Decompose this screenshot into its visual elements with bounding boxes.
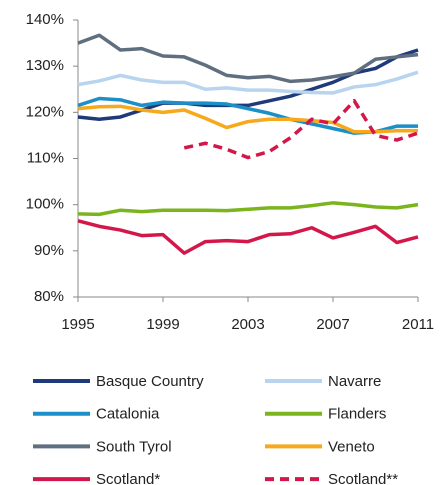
series-line: [77, 201, 419, 217]
legend-label: Scotland**: [328, 471, 398, 485]
legend-label: Catalonia: [96, 406, 160, 423]
x-tick-label: 1995: [61, 316, 94, 333]
legend-label: Navarre: [328, 373, 381, 390]
y-tick-label: 100%: [26, 196, 64, 213]
series-line: [77, 33, 419, 84]
x-tick-label: 1999: [146, 316, 179, 333]
x-tick-label: 2003: [231, 316, 264, 333]
y-tick-label: 90%: [34, 242, 64, 259]
legend-label: Flanders: [328, 406, 386, 423]
y-tick-label: 140%: [26, 11, 64, 28]
y-tick-label: 110%: [27, 149, 64, 166]
legend-label: South Tyrol: [96, 438, 172, 455]
y-tick-label: 130%: [26, 57, 64, 74]
x-tick-label: 2007: [316, 316, 349, 333]
series-line: [77, 48, 419, 122]
series-line: [77, 219, 419, 255]
x-tick-label: 2011: [402, 316, 434, 333]
y-tick-label: 80%: [34, 288, 64, 305]
y-tick-label: 120%: [26, 103, 64, 120]
series-line: [183, 99, 419, 160]
legend-label: Veneto: [328, 438, 375, 455]
legend-label: Scotland*: [96, 471, 160, 485]
series-line: [77, 104, 418, 134]
legend-label: Basque Country: [96, 373, 204, 390]
series-line: [77, 70, 419, 95]
